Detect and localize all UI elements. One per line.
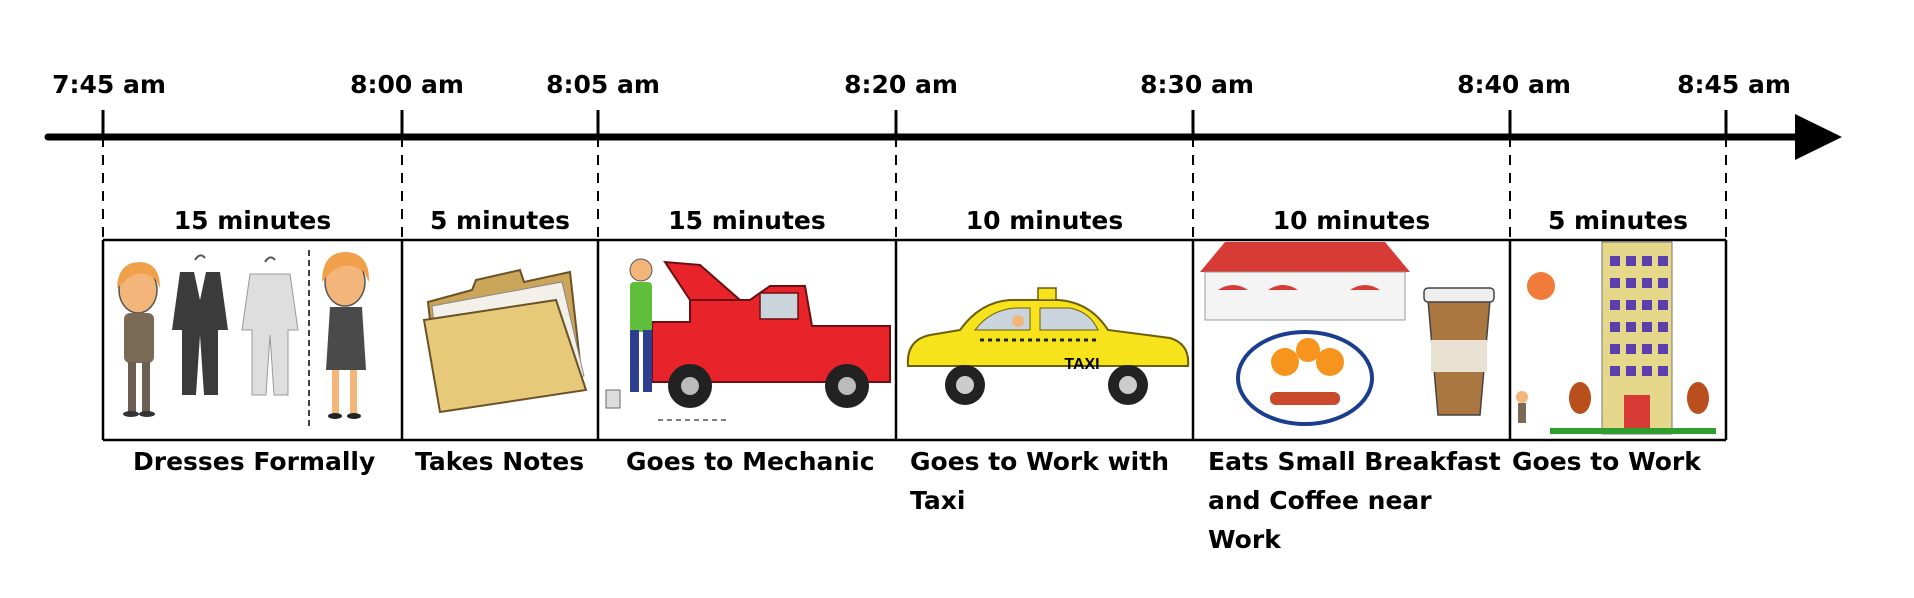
folder-icon [422, 268, 588, 414]
breakfast-plate-icon [1236, 330, 1374, 426]
time-label-820: 8:20 am [844, 70, 958, 99]
time-label-845: 8:45 am [1677, 70, 1791, 99]
duration-label: 15 minutes [173, 206, 332, 235]
activity-label: Goes to Work with Taxi [910, 447, 1169, 515]
duration-label: 10 minutes [1272, 206, 1431, 235]
time-label-745: 7:45 am [52, 70, 166, 99]
cafe-icon [1200, 242, 1410, 321]
dark-suit-icon [172, 254, 228, 395]
taxi-sign-label: TAXI [1064, 356, 1099, 373]
duration-label: 15 minutes [668, 206, 826, 235]
woman-formal-icon [322, 252, 370, 419]
dressing-illustration [117, 250, 370, 430]
activity-label: Goes to Work [1512, 447, 1701, 476]
light-suit-icon [241, 256, 299, 396]
taxi-icon: TAXI [906, 287, 1190, 405]
time-label-830: 8:30 am [1140, 70, 1254, 99]
duration-label: 10 minutes [965, 206, 1124, 235]
duration-brackets [101, 238, 1728, 442]
time-label-800: 8:00 am [350, 70, 464, 99]
duration-label: 5 minutes [1547, 206, 1689, 235]
activity-label: Takes Notes [415, 447, 585, 476]
red-truck-icon [651, 260, 891, 421]
coffee-cup-icon [1423, 287, 1495, 416]
tick-marks [101, 110, 1728, 137]
office-building-icon [1516, 241, 1716, 435]
mechanic-icon [605, 258, 653, 409]
duration-label: 5 minutes [429, 206, 571, 235]
activity-label: Eats Small Breakfast and Coffee near Wor… [1208, 447, 1501, 554]
time-label-805: 8:05 am [546, 70, 660, 99]
activity-label: Dresses Formally [133, 447, 376, 476]
timeline-arrow-icon [1795, 114, 1842, 160]
activity-label: Goes to Mechanic [626, 447, 875, 476]
woman-casual-icon [117, 262, 160, 417]
time-label-840: 8:40 am [1457, 70, 1571, 99]
